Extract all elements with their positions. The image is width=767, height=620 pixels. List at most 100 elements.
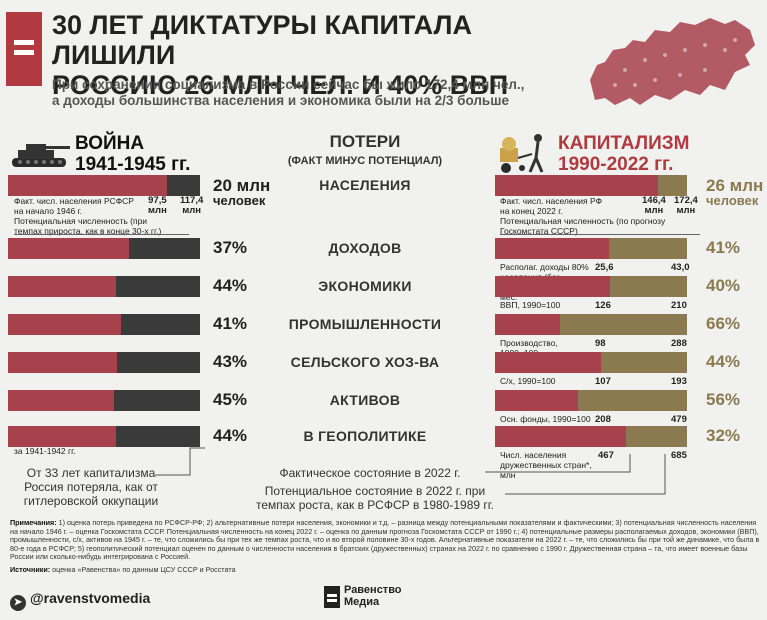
war-population-potential: 117,4 млн [180, 196, 203, 216]
cap-population-potential-value: 172,4 [674, 195, 698, 206]
losses-heading: ПОТЕРИ (ФАКТ МИНУС ПОТЕНЦИАЛ) [270, 132, 460, 167]
capitalism-loss-label: 40% [706, 276, 741, 295]
capitalism-potential-value: 193 [671, 376, 687, 387]
capitalism-loss-label: 32% [706, 426, 741, 445]
page-title: 30 ЛЕТ ДИКТАТУРЫ КАПИТАЛА ЛИШИЛИ РОССИЮ … [52, 10, 572, 100]
capitalism-potential-value: 685 [671, 450, 687, 461]
war-population-fact-value: 97,5 [148, 195, 167, 206]
war-note-potential: Потенциальная численность (при темпах пр… [14, 216, 162, 236]
capitalism-potential-value: 288 [671, 338, 687, 349]
capitalism-bar [495, 426, 687, 447]
cap-title-line-1: КАПИТАЛИЗМ [558, 133, 690, 154]
brand-line-2: Медиа [344, 596, 380, 608]
capitalism-loss-label: 66% [706, 314, 741, 333]
worker-with-money-icon [500, 134, 544, 173]
capitalism-loss-label: 26 млн [706, 176, 764, 195]
capitalism-bar-fact [495, 314, 560, 335]
subtitle-line-1: При сохранении социализма в России сейча… [52, 77, 525, 92]
war-bar-fact [8, 314, 121, 335]
war-bar-loss [116, 426, 200, 447]
cap-population-potential: 172,4 млн [674, 196, 698, 216]
page-subtitle: При сохранении социализма в России сейча… [52, 77, 572, 109]
capitalism-bar [495, 390, 687, 411]
capitalism-panel-title: КАПИТАЛИЗМ 1990-2022 гг. [558, 133, 689, 175]
ravenstvo-logo-icon [324, 586, 340, 608]
side-note-connector [155, 447, 205, 476]
capitalism-bar-fact [495, 426, 626, 447]
capitalism-bar-fact [495, 175, 658, 196]
capitalism-loss-label: 41% [706, 238, 741, 257]
brand-name: Равенство Медиа [344, 584, 402, 608]
capitalism-fact-value: 208 [595, 414, 611, 425]
war-bar-loss [116, 276, 200, 297]
capitalism-fact-value: 98 [595, 338, 606, 349]
tank-icon [12, 144, 70, 167]
telegram-handle-text: @ravenstvomedia [30, 590, 151, 606]
telegram-handle[interactable]: ➤ @ravenstvomedia [10, 590, 150, 611]
category-label: ПРОМЫШЛЕННОСТИ [288, 316, 442, 332]
capitalism-bar-loss [601, 352, 687, 373]
capitalism-bar-fact [495, 238, 609, 259]
capitalism-bar-loss [610, 276, 687, 297]
sources-text: оценка «Равенства» по данным ЦСУ СССР и … [52, 564, 236, 574]
war-bar-loss [114, 390, 200, 411]
war-bar-loss [121, 314, 200, 335]
war-bar-loss [167, 175, 200, 196]
capitalism-fact-value: 126 [595, 300, 611, 311]
war-bar-fact [8, 426, 116, 447]
war-loss-label: 44% [213, 426, 248, 445]
cap-note-fact: Факт. числ. населения РФ на конец 2022 г… [500, 196, 603, 216]
capitalism-loss-label: 44% [706, 352, 741, 371]
legend-fact: Фактическое состояние в 2022 г. [279, 466, 461, 480]
cap-population-fact-unit: млн [644, 205, 664, 216]
war-population-potential-unit: млн [182, 205, 202, 216]
legend-potential-line-2: темпах роста, как в РСФСР в 1980-1989 гг… [255, 498, 495, 512]
capitalism-bar [495, 276, 687, 297]
category-label: АКТИВОВ [329, 392, 401, 408]
capitalism-row-note: Осн. фонды, 1990=100 [500, 414, 591, 424]
russia-map-icon [590, 18, 755, 105]
capitalism-row-note: С/х, 1990=100 [500, 376, 556, 386]
war-loss-label: 41% [213, 314, 248, 333]
capitalism-bar [495, 175, 687, 196]
brand-logo-icon [6, 12, 42, 86]
war-loss-label: 45% [213, 390, 248, 409]
telegram-icon: ➤ [10, 595, 26, 611]
cap-population-fact-value: 146,4 [642, 195, 666, 206]
war-population-potential-value: 117,4 [180, 195, 204, 206]
war-loss-label: 43% [213, 352, 248, 371]
capitalism-bar [495, 314, 687, 335]
category-label: НАСЕЛЕНИЯ [319, 177, 411, 193]
war-title-line-2: 1941-1945 гг. [75, 154, 191, 175]
side-note-line-2: Россия потеряла, как от [24, 480, 158, 494]
capitalism-bar-loss [609, 238, 687, 259]
title-line-2: РОССИЮ 26 МЛН ЧЕЛ. И 40% ВВП [52, 70, 509, 100]
war-population-fact-unit: млн [148, 205, 167, 216]
capitalism-bar-loss [658, 175, 687, 196]
cap-title-line-2: 1990-2022 гг. [558, 154, 674, 175]
war-bar-fact [8, 352, 117, 373]
category-label: ДОХОДОВ [328, 240, 402, 256]
legend-connectors [485, 454, 666, 495]
legend-potential-line-1: Потенциальное состояние в 2022 г. при [264, 484, 486, 498]
category-label: В ГЕОПОЛИТИКЕ [303, 428, 427, 444]
cap-population-potential-unit: млн [676, 205, 696, 216]
war-note-fact: Факт. числ. населения РСФСР на начало 19… [14, 196, 134, 216]
war-bar [8, 352, 200, 373]
cap-note-potential: Потенциальная численность (по прогнозу Г… [500, 216, 666, 236]
war-title-line-1: ВОЙНА [75, 133, 145, 154]
capitalism-fact-value: 467 [598, 450, 614, 461]
capitalism-bar [495, 238, 687, 259]
cap-population-fact: 146,4 млн [642, 196, 666, 216]
war-bar [8, 276, 200, 297]
subtitle-line-2: а доходы большинства населения и экономи… [52, 93, 509, 108]
brand-line-1: Равенство [344, 584, 402, 596]
cap-underline [500, 234, 700, 235]
war-bar-fact [8, 238, 129, 259]
war-bar [8, 390, 200, 411]
war-loss-label: 44% [213, 276, 248, 295]
title-line-1: 30 ЛЕТ ДИКТАТУРЫ КАПИТАЛА ЛИШИЛИ [52, 10, 472, 70]
capitalism-bar-fact [495, 276, 610, 297]
capitalism-row-note: ВВП, 1990=100 [500, 300, 561, 310]
legend-potential: Потенциальное состояние в 2022 г. при те… [240, 484, 510, 512]
